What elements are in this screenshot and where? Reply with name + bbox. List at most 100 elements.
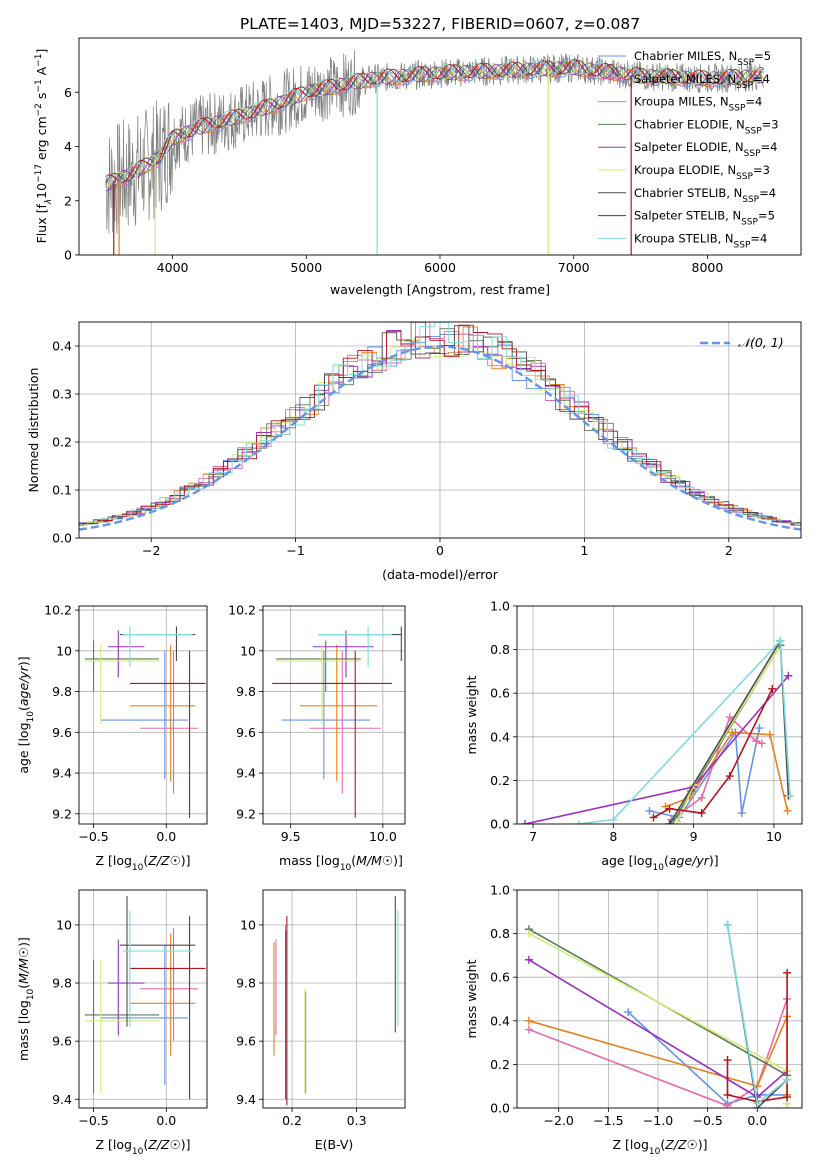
y-tick-label: 9.4 — [236, 1092, 256, 1107]
x-tick-label: 0.3 — [347, 1113, 367, 1128]
label-part: SSP — [741, 218, 758, 228]
label-part: SSP — [745, 126, 762, 136]
y-tick-label: 0.2 — [490, 773, 510, 788]
y-axis-label: mass [log10(M/M☉)] — [16, 937, 36, 1061]
axes-frame — [78, 605, 208, 825]
y-tick-label: 9.2 — [236, 806, 256, 821]
label-part: 10 — [132, 1147, 144, 1157]
label-part: ( — [16, 984, 31, 989]
plot-area — [105, 49, 764, 255]
weight-marker — [752, 737, 761, 746]
label-part: )] — [709, 853, 719, 868]
weight-marker — [783, 1075, 792, 1084]
figure-title: PLATE=1403, MJD=53227, FIBERID=0607, z=0… — [240, 15, 640, 33]
label-part: SSP — [729, 104, 746, 114]
weight-marker — [753, 1099, 762, 1108]
weight-marker — [768, 684, 777, 693]
plot-area — [263, 890, 405, 1108]
x-tick-label: 7 — [529, 829, 537, 844]
label-part: λ — [44, 199, 54, 205]
weight-line — [578, 638, 791, 824]
y-tick-label: 1.0 — [490, 883, 510, 898]
label-part: Flux [f — [34, 204, 49, 244]
legend-entry: Kroupa MILES, NSSP=4 — [634, 95, 762, 114]
legend-entry: Chabrier ELODIE, NSSP=3 — [634, 117, 779, 136]
label-part: =4 — [761, 140, 778, 154]
label-part: Z/Z☉ — [147, 1137, 181, 1152]
y-tick-label: 10 — [240, 917, 256, 932]
y-tick-label: 9.6 — [52, 1034, 72, 1049]
legend-entry: Chabrier MILES, NSSP=5 — [634, 49, 771, 68]
label-part: =4 — [753, 72, 770, 86]
y-tick-label: 0.2 — [52, 435, 72, 450]
y-tick-label: 9.8 — [52, 976, 72, 991]
x-tick-label: 7000 — [558, 260, 590, 275]
label-part: M/M☉ — [356, 853, 393, 868]
weight-marker — [665, 820, 674, 824]
label-part: Salpeter ELODIE, N — [634, 140, 744, 154]
y-tick-label: 9.2 — [52, 806, 72, 821]
x-tick-label: 0.0 — [156, 1113, 176, 1128]
y-tick-label: 4 — [64, 139, 72, 154]
y-tick-label: 0.0 — [490, 817, 510, 832]
x-tick-label: 0.0 — [747, 1113, 767, 1128]
y-tick-label: 0.1 — [52, 483, 72, 498]
label-part: Z [log — [95, 1137, 131, 1152]
label-part: )] — [393, 853, 403, 868]
legend-entry: Chabrier STELIB, NSSP=4 — [634, 186, 776, 205]
y-tick-label: 2 — [64, 193, 72, 208]
model-spectrum — [105, 61, 764, 192]
x-tick-label: 1 — [580, 543, 588, 558]
y-tick-label: 0.0 — [52, 531, 72, 546]
label-part: ] — [34, 49, 49, 54]
label-part: )] — [698, 1137, 708, 1152]
weight-marker — [609, 815, 618, 824]
label-part: =5 — [754, 49, 771, 63]
label-part: mass [log — [16, 1000, 31, 1061]
label-part: M/M☉ — [16, 947, 31, 984]
label-part: 10 — [26, 988, 36, 1000]
x-tick-label: −0.5 — [692, 1113, 722, 1128]
label-part: age/yr — [16, 665, 31, 706]
weight-marker — [783, 1093, 792, 1102]
x-tick-label: −1.0 — [643, 1113, 673, 1128]
y-tick-label: 0.8 — [490, 926, 510, 941]
label-part: −2 — [34, 103, 44, 116]
y-axis-label: Normed distribution — [26, 368, 41, 493]
weight-marker — [521, 820, 530, 824]
model-spectrum — [105, 59, 764, 184]
label-part: ( — [143, 1137, 148, 1152]
y-tick-label: 10 — [56, 643, 72, 658]
weight-marker — [665, 804, 674, 813]
weight-marker — [645, 806, 654, 815]
weight-marker — [728, 728, 737, 737]
axes-frame — [516, 889, 803, 1109]
label-part: age/yr — [669, 853, 710, 868]
model-spectrum — [105, 62, 764, 187]
x-tick-label: 6000 — [424, 260, 456, 275]
label-part: ( — [664, 853, 669, 868]
y-tick-label: 10.2 — [44, 603, 72, 618]
x-tick-label: 0.2 — [282, 1113, 302, 1128]
residual-panel: −2 −1 0 1 2 0.0 0.1 0.2 0.3 0.4 𝒩(0, 1) (data-model… — [26, 321, 802, 582]
weight-marker — [661, 802, 670, 811]
label-part: Z [log — [612, 1137, 648, 1152]
plot-area — [517, 890, 802, 1108]
label-part: =4 — [750, 231, 767, 245]
x-axis-label: mass [log10(M/M☉)] — [279, 853, 403, 873]
x-axis-label: E(B-V) — [315, 1137, 354, 1152]
label-part: −1 — [34, 79, 44, 92]
label-part: SSP — [736, 172, 753, 182]
label-part: 10 — [649, 1147, 661, 1157]
legend-entry: Salpeter STELIB, NSSP=5 — [634, 209, 775, 228]
y-tick-label: 0.6 — [490, 686, 510, 701]
x-tick-label: 9 — [690, 829, 698, 844]
y-tick-label: 10 — [240, 643, 256, 658]
label-part: =5 — [758, 209, 775, 223]
label-part: ( — [143, 853, 148, 868]
label-part: Z/Z☉ — [147, 853, 181, 868]
weight-marker — [723, 1090, 732, 1099]
